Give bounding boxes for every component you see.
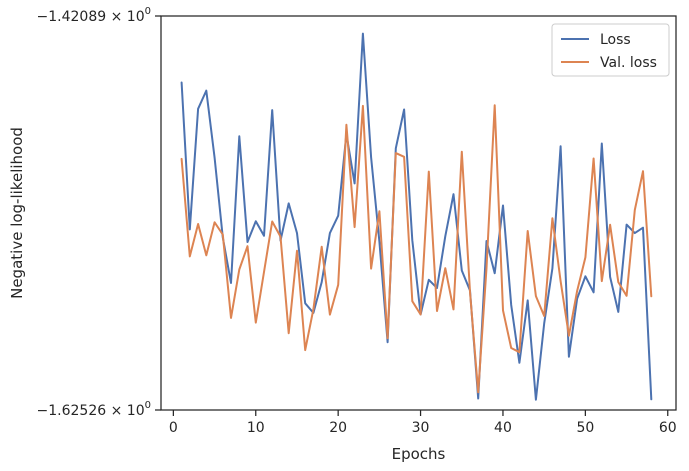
y-axis-label: Negative log-likelihood xyxy=(8,127,26,299)
y-tick-exponent: 0 xyxy=(145,400,151,411)
y-tick-base: 10 xyxy=(127,403,145,419)
x-tick-label: 20 xyxy=(329,420,347,436)
y-tick-base: 10 xyxy=(127,9,145,25)
series-group xyxy=(180,32,653,401)
x-tick-label: 30 xyxy=(412,420,430,436)
y-tick-mantissa: −1.62526 xyxy=(37,403,107,419)
y-tick-mantissa: −1.42089 xyxy=(37,9,107,25)
x-tick-label: 10 xyxy=(247,420,265,436)
axes-frame xyxy=(160,15,677,411)
y-tick-label: −1.62526 × 100 xyxy=(37,400,151,419)
y-tick-exponent: 0 xyxy=(145,6,151,17)
plot-area xyxy=(180,32,653,401)
legend: Loss Val. loss xyxy=(551,23,670,77)
legend-label: Val. loss xyxy=(600,55,657,71)
y-tick-times: × xyxy=(106,9,127,25)
y-axis-ticks: −1.42089 × 100−1.62526 × 100 xyxy=(37,6,161,419)
x-tick-label: 60 xyxy=(659,420,677,436)
x-tick-label: 0 xyxy=(169,420,178,436)
legend-label: Loss xyxy=(600,32,631,48)
series-line-loss xyxy=(180,32,653,401)
x-axis-label: Epochs xyxy=(392,445,446,463)
y-tick-times: × xyxy=(106,403,127,419)
x-tick-label: 50 xyxy=(576,420,594,436)
y-tick-label: −1.42089 × 100 xyxy=(37,6,151,25)
x-tick-label: 40 xyxy=(494,420,512,436)
x-axis-ticks: 0 10 20 30 40 50 60 xyxy=(169,410,677,436)
series-line-val-loss xyxy=(180,104,653,394)
